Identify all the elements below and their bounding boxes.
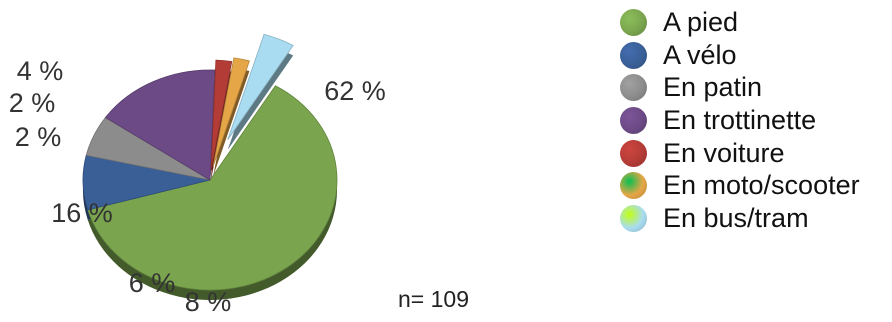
legend-label: A vélo: [663, 39, 737, 70]
data-label-2: 6 %: [129, 268, 176, 298]
pie-slice-side-6: [227, 44, 294, 150]
pie-labels: 62 %8 %6 %16 %2 %2 %4 %: [9, 56, 386, 317]
legend-label: En voiture: [663, 137, 785, 168]
data-label-5: 2 %: [9, 88, 56, 118]
pie-slice-en-voiture: [210, 59, 233, 171]
legend-swatch: [620, 172, 647, 200]
legend-item: En voiture: [620, 137, 892, 170]
pie-slices: [82, 33, 338, 300]
legend: A pied A vélo En patin En trottinette En voi…: [620, 6, 892, 235]
data-label-4: 2 %: [15, 122, 62, 152]
legend-swatch: [620, 139, 647, 167]
data-label-0: 62 %: [324, 76, 386, 106]
legend-label: En bus/tram: [663, 202, 809, 233]
legend-swatch: [620, 106, 647, 134]
legend-item: En bus/tram: [620, 202, 892, 235]
legend-item: En trottinette: [620, 104, 892, 137]
legend-swatch: [620, 74, 647, 102]
pie-slice-side-5: [213, 67, 250, 177]
legend-label: En moto/scooter: [663, 170, 860, 201]
legend-item: En patin: [620, 71, 892, 104]
legend-label: En patin: [663, 72, 763, 103]
legend-item: A vélo: [620, 39, 892, 72]
legend-item: En moto/scooter: [620, 169, 892, 202]
pie-slice-en-trottinette: [104, 69, 216, 181]
legend-label: A pied: [663, 6, 739, 37]
data-label-6: 4 %: [17, 56, 64, 86]
legend-swatch: [620, 41, 647, 69]
legend-item: A pied: [620, 6, 892, 39]
data-label-1: 8 %: [185, 287, 232, 317]
pie-slice-a-pied: [87, 85, 338, 291]
legend-label: En trottinette: [663, 104, 817, 135]
sample-size-note: n= 109: [398, 286, 469, 312]
legend-swatch: [620, 8, 647, 36]
pie-slice-en-bus-tram: [227, 33, 294, 140]
pie-slice-en-moto-scooter: [212, 57, 250, 167]
data-label-3: 16 %: [51, 198, 113, 228]
legend-swatch: [620, 204, 647, 232]
